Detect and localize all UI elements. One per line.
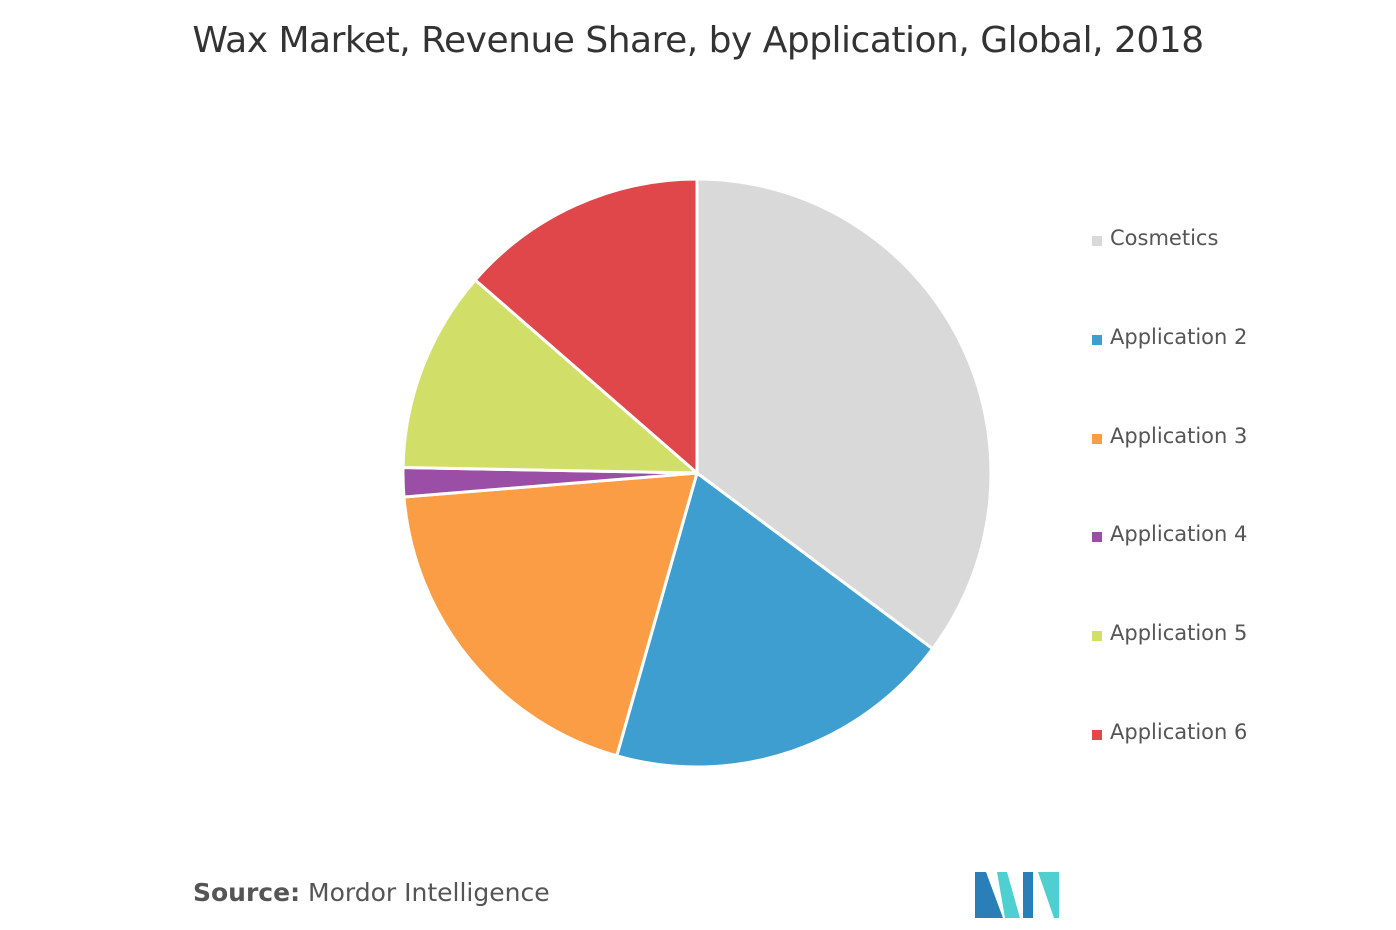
legend-label: Application 4 bbox=[1110, 522, 1248, 547]
legend-label: Application 6 bbox=[1110, 720, 1248, 744]
pie-slice-application-6 bbox=[473, 177, 699, 475]
legend-swatch bbox=[1092, 631, 1102, 642]
pie-slice-application-2 bbox=[615, 471, 935, 769]
legend-swatch bbox=[1092, 334, 1102, 345]
legend-label: Application 3 bbox=[1110, 423, 1248, 448]
legend-swatch bbox=[1092, 236, 1102, 246]
legend-swatch bbox=[1092, 433, 1102, 444]
legend-swatch bbox=[1092, 532, 1102, 543]
pie-slice-cosmetics bbox=[695, 177, 993, 651]
pie-slice-application-5 bbox=[401, 278, 699, 475]
chart-title: Wax Market, Revenue Share, by Applicatio… bbox=[192, 20, 1204, 61]
legend-label: Application 5 bbox=[1110, 621, 1248, 646]
source-text: Mordor Intelligence bbox=[308, 878, 550, 907]
source-note: Source: Mordor Intelligence bbox=[193, 878, 550, 907]
source-label: Source: bbox=[193, 878, 301, 907]
legend-label: Cosmetics bbox=[1110, 226, 1219, 250]
pie-slice-application-3 bbox=[402, 471, 699, 758]
legend-swatch bbox=[1092, 730, 1102, 740]
legend-label: Application 2 bbox=[1110, 324, 1248, 349]
mordor-intelligence-logo-icon bbox=[975, 872, 1061, 924]
